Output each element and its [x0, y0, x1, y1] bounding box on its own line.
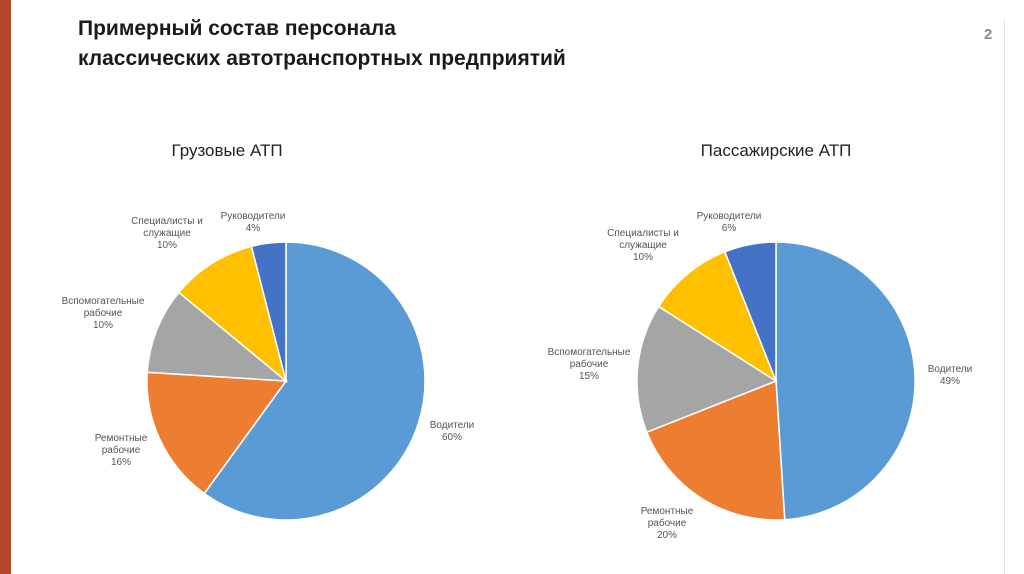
divider-line	[1004, 20, 1005, 574]
data-label-0-4: Руководители 4%	[221, 211, 286, 234]
pie-slice-0-2	[146, 291, 289, 382]
pie-slice-0-0	[203, 241, 426, 521]
data-label-1-1: Ремонтные рабочие 20%	[641, 506, 694, 541]
chart-title-passenger: Пассажирские АТП	[700, 141, 852, 160]
data-label-1-4: Руководители 6%	[697, 211, 762, 234]
pie-slice-0-3	[177, 245, 288, 384]
pie-slice-1-4	[723, 241, 777, 382]
pie-slice-1-2	[636, 305, 778, 434]
pie-slice-0-4	[250, 241, 287, 382]
data-label-0-0: Водители 60%	[430, 420, 475, 443]
pie-chart-freight: Водители 60% Ремонтные рабочие 16% Вспомогате…	[62, 211, 475, 521]
pie-slice-1-1	[645, 379, 786, 521]
pie-slice-0-1	[146, 371, 288, 495]
page-number: 2	[984, 26, 993, 43]
data-label-1-0: Водители 49%	[928, 364, 973, 387]
slide-title-line-1: Примерный состав персонала	[78, 17, 396, 40]
data-label-0-1: Ремонтные рабочие 16%	[95, 433, 148, 468]
chart-title-freight: Грузовые АТП	[171, 141, 283, 160]
pie-slice-1-0	[775, 241, 916, 521]
data-label-0-2: Вспомогательные рабочие 10%	[62, 296, 145, 331]
accent-bar	[0, 0, 11, 574]
data-label-1-3: Специалисты и служащие 10%	[607, 228, 679, 263]
slide-title-line-2: классических автотранспортных предприяти…	[78, 47, 566, 70]
data-label-0-3: Специалисты и служащие 10%	[131, 216, 203, 251]
pie-slice-1-3	[657, 250, 778, 383]
slide-title: Примерный состав персонала классических …	[78, 14, 566, 74]
data-label-1-2: Вспомогательные рабочие 15%	[548, 347, 631, 382]
pie-chart-passenger: Водители 49% Ремонтные рабочие 20% Вспомогате…	[548, 211, 973, 541]
